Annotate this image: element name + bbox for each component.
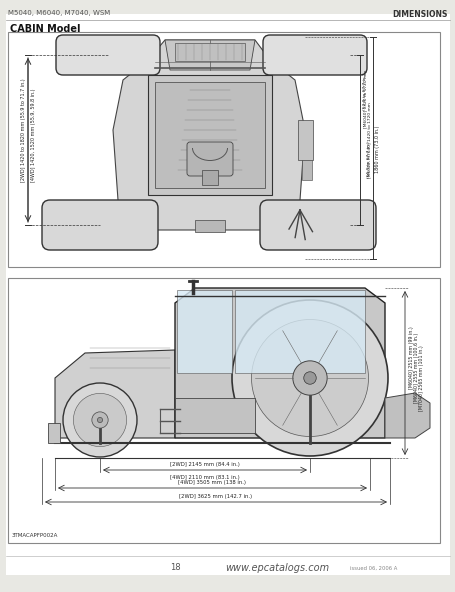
Circle shape [292,361,326,395]
Text: www.epcatalogs.com: www.epcatalogs.com [224,563,329,573]
Circle shape [73,393,126,446]
FancyBboxPatch shape [259,200,375,250]
Text: M5040, M6040, M7040, WSM: M5040, M6040, M7040, WSM [8,10,110,16]
Text: CABIN Model: CABIN Model [10,24,81,34]
Text: [2WD] 3625 mm (142.7 in.): [2WD] 3625 mm (142.7 in.) [179,494,252,499]
FancyBboxPatch shape [56,35,160,75]
Bar [48,423,60,443]
Text: [4WD] 3505 mm (138 in.): [4WD] 3505 mm (138 in.) [178,480,246,485]
Circle shape [232,300,387,456]
Polygon shape [55,350,175,438]
Bar [155,82,264,188]
Circle shape [251,320,368,436]
Bar [301,160,311,180]
Polygon shape [113,40,304,230]
Text: [M7040] 2565 mm (101 in.): [M7040] 2565 mm (101 in.) [418,345,423,411]
FancyBboxPatch shape [263,35,366,75]
Text: [M6040] 1320 to 1720 mm: [M6040] 1320 to 1720 mm [362,70,366,128]
Text: [2WD] 2145 mm (84.4 in.): [2WD] 2145 mm (84.4 in.) [170,462,239,467]
Polygon shape [384,393,429,438]
Bar [175,398,254,433]
Polygon shape [165,40,254,70]
Text: (55.9 to 67.7 in.): (55.9 to 67.7 in.) [366,141,370,178]
Text: [4WD] 1420, 1520 mm (55.9, 59.8 in.): [4WD] 1420, 1520 mm (55.9, 59.8 in.) [31,88,36,182]
Text: [M6040] 2515 mm (99 in.): [M6040] 2515 mm (99 in.) [408,327,413,390]
Polygon shape [175,288,384,438]
Bar [298,120,312,160]
Bar [234,290,364,372]
Bar [148,75,271,195]
Bar [8,278,439,543]
Bar [177,290,232,372]
Text: 1860 mm (73.0 in.): 1860 mm (73.0 in.) [374,126,379,173]
Text: 3TMACAPFP002A: 3TMACAPFP002A [12,533,58,538]
Text: [M6040, M7040] 1420 to 1720 mm: [M6040, M7040] 1420 to 1720 mm [366,102,370,178]
Text: [4WD] 2110 mm (83.1 in.): [4WD] 2110 mm (83.1 in.) [170,475,239,480]
Bar [195,220,224,232]
Circle shape [97,417,102,423]
Text: 18: 18 [169,564,180,572]
Circle shape [303,372,316,384]
Circle shape [91,412,108,428]
FancyBboxPatch shape [42,200,157,250]
Bar [8,32,439,267]
Circle shape [63,383,136,457]
FancyBboxPatch shape [187,142,233,176]
Text: issued 06, 2006 A: issued 06, 2006 A [349,565,396,571]
Text: DIMENSIONS: DIMENSIONS [392,10,447,19]
Text: [M6040] 2555 mm (100.6 in.): [M6040] 2555 mm (100.6 in.) [413,333,418,403]
Text: [2WD] 1420 to 1820 mm (55.9 to 71.7 in.): [2WD] 1420 to 1820 mm (55.9 to 71.7 in.) [21,78,26,182]
Text: (52.0 to 67.7 in.): (52.0 to 67.7 in.) [362,73,366,110]
Bar [202,170,217,185]
Bar [175,43,244,61]
